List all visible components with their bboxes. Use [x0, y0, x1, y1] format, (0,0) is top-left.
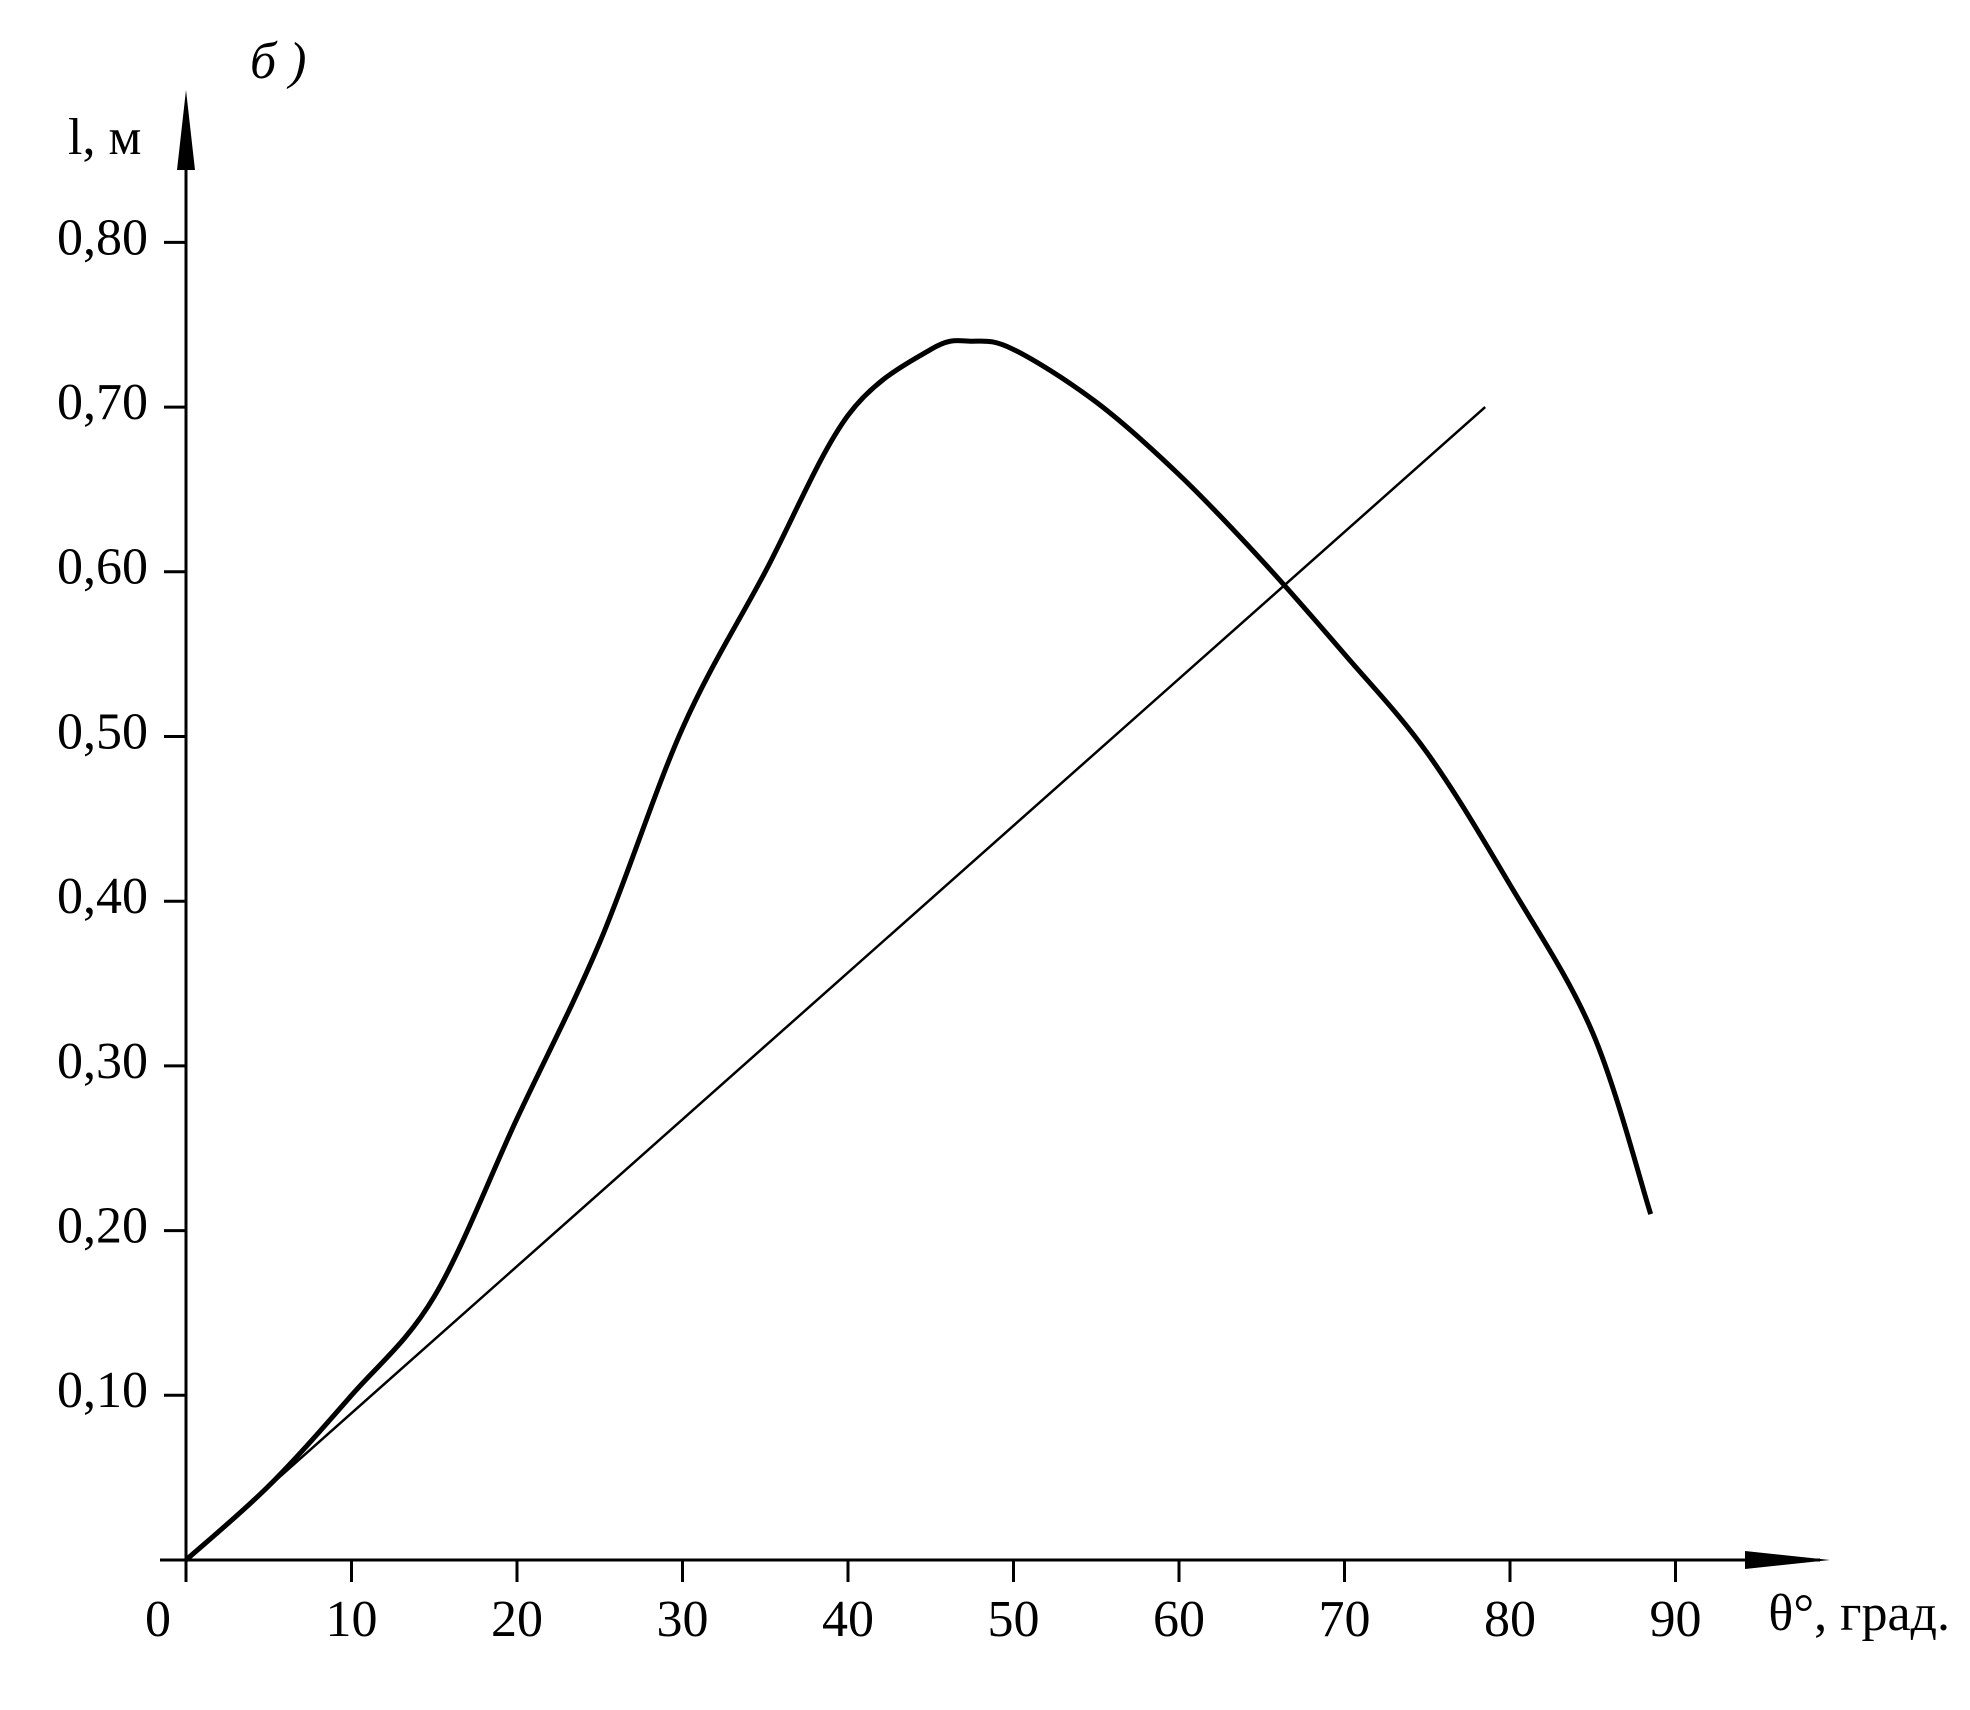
x-tick-label: 0	[145, 1591, 171, 1648]
x-tick-label: 60	[1153, 1591, 1205, 1648]
y-tick-label: 0,60	[57, 539, 148, 596]
y-tick-label: 0,20	[57, 1198, 148, 1255]
panel-label: б )	[250, 33, 306, 90]
x-tick-label: 30	[657, 1591, 709, 1648]
y-tick-label: 0,70	[57, 374, 148, 431]
y-tick-label: 0,50	[57, 703, 148, 760]
y-axis-label: l, м	[68, 109, 141, 166]
y-tick-label: 0,80	[57, 209, 148, 266]
curve	[185, 406, 1487, 1561]
x-tick-label: 10	[326, 1591, 378, 1648]
x-tick-label: 90	[1650, 1591, 1702, 1648]
y-tick-label: 0,40	[57, 868, 148, 925]
x-tick-label: 70	[1319, 1591, 1371, 1648]
y-tick-label: 0,10	[57, 1362, 148, 1419]
x-axis-label: θ°, град.	[1768, 1585, 1950, 1642]
x-tick-label: 40	[822, 1591, 874, 1648]
x-tick-label: 80	[1484, 1591, 1536, 1648]
x-tick-label: 50	[988, 1591, 1040, 1648]
y-axis-arrow	[177, 90, 195, 170]
curve	[184, 338, 1654, 1562]
x-axis-arrow	[1745, 1551, 1830, 1569]
y-tick-label: 0,30	[57, 1033, 148, 1090]
x-tick-label: 20	[491, 1591, 543, 1648]
